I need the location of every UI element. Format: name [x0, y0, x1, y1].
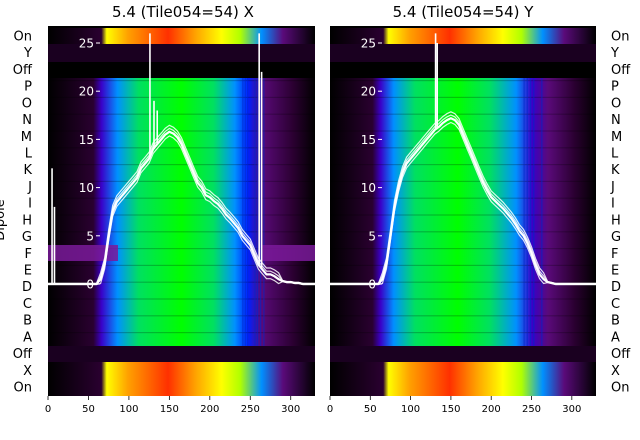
- dipole-label: O: [22, 96, 32, 111]
- dipole-label: B: [23, 314, 32, 329]
- y-tick-label: 25: [79, 37, 94, 51]
- x-tick-label: 200: [200, 404, 219, 415]
- x-tick-label: 100: [119, 404, 138, 415]
- dipole-label: F: [611, 247, 618, 262]
- dipole-band: [48, 78, 315, 346]
- dipole-band: [330, 78, 596, 346]
- dipole-label: I: [611, 197, 615, 212]
- dipole-label: E: [24, 264, 32, 279]
- on-row-top: [48, 28, 315, 44]
- dipole-label: F: [25, 247, 32, 262]
- dipole-label: Y: [23, 46, 32, 61]
- dipole-label: C: [23, 297, 32, 312]
- y-tick-label: 15: [361, 133, 376, 147]
- dipole-label: I: [28, 197, 32, 212]
- on-row-top: [330, 28, 596, 44]
- x-tick-label: 250: [241, 404, 260, 415]
- dipole-label: On: [611, 30, 629, 45]
- dipole-label: G: [611, 230, 621, 245]
- dipole-label: On: [611, 381, 629, 396]
- y-tick-label: 15: [79, 133, 94, 147]
- y-tick-label: 0: [368, 278, 376, 292]
- dipole-label: On: [14, 30, 32, 45]
- dipole-label: X: [611, 364, 620, 379]
- panel-x: 5.4 (Tile054=54) X 0 5 10 15 20 25 0 50 100 150 2…: [45, 3, 315, 415]
- y-tick-label: 20: [79, 85, 94, 99]
- series-line-overlap: [330, 121, 596, 286]
- x-tick-label: 300: [562, 404, 581, 415]
- dipole-label: J: [27, 180, 32, 195]
- x-tick-label: 200: [482, 404, 501, 415]
- x-tick-label: 0: [45, 404, 51, 415]
- dipole-label: Y: [610, 46, 619, 61]
- y-tick-label: 25: [361, 37, 376, 51]
- chart-title-x: 5.4 (Tile054=54) X: [112, 3, 254, 21]
- dipole-label: A: [611, 330, 620, 345]
- dipole-label: P: [611, 80, 619, 95]
- y-tick-label: 5: [368, 229, 376, 243]
- dipole-label: L: [25, 147, 33, 162]
- x-tick-label: 0: [327, 404, 333, 415]
- waterfall-image-x: [48, 26, 315, 396]
- dipole-label: H: [611, 213, 621, 228]
- inner-y-ticks-y: 0 5 10 15 20 25: [361, 37, 382, 292]
- dipole-label: D: [611, 280, 621, 295]
- dipole-label: D: [22, 280, 32, 295]
- series-line-overlap: [330, 114, 596, 285]
- x-tick-label: 300: [281, 404, 300, 415]
- on-row-bottom: [48, 362, 315, 396]
- x-tick-label: 50: [364, 404, 377, 415]
- dipole-label: Off: [13, 63, 33, 78]
- dipole-label: M: [611, 130, 622, 145]
- y-axis-label: Dipole: [0, 199, 8, 240]
- waterfall-image-y: [330, 26, 596, 396]
- chart-title-y: 5.4 (Tile054=54) Y: [393, 3, 535, 21]
- dipole-label: H: [22, 213, 32, 228]
- dipole-label: J: [610, 180, 615, 195]
- trace-group-y: [330, 33, 596, 286]
- dipole-label: N: [22, 113, 32, 128]
- dipole-label: G: [22, 230, 32, 245]
- dipole-label: L: [611, 147, 619, 162]
- y-tick-label: 10: [79, 181, 94, 195]
- dipole-label: O: [611, 96, 621, 111]
- inner-y-ticks-x: 0 5 10 15 20 25: [79, 37, 100, 292]
- on-row-bottom: [330, 362, 596, 396]
- dipole-label: Off: [611, 63, 631, 78]
- series-line-overlap: [48, 135, 315, 286]
- y-tick-label: 5: [86, 229, 94, 243]
- x-tick-label: 150: [441, 404, 460, 415]
- dipole-label: M: [21, 130, 32, 145]
- x-tick-label: 50: [82, 404, 95, 415]
- trace-group-x: [48, 33, 315, 286]
- dipole-label: On: [14, 381, 32, 396]
- x-axis-y: 0 50 100 150 200 250 300: [327, 396, 581, 415]
- dipole-label: B: [611, 314, 620, 329]
- dipole-label: P: [24, 80, 32, 95]
- y-tick-label: 20: [361, 85, 376, 99]
- dipole-label: E: [611, 264, 619, 279]
- panel-y: 5.4 (Tile054=54) Y 0 5 10 15 20 25 0 50 100 150 2…: [327, 3, 596, 415]
- x-tick-label: 150: [160, 404, 179, 415]
- dipole-label: K: [23, 163, 32, 178]
- y-tick-label: 0: [86, 278, 94, 292]
- dipole-label: Off: [611, 347, 631, 362]
- x-tick-label: 100: [401, 404, 420, 415]
- x-tick-label: 250: [522, 404, 541, 415]
- dipole-label: X: [23, 364, 32, 379]
- series-line-overlap: [48, 127, 315, 285]
- y-tick-label: 10: [361, 181, 376, 195]
- x-axis-x: 0 50 100 150 200 250 300: [45, 396, 300, 415]
- dipole-label: C: [611, 297, 620, 312]
- dipole-label: N: [611, 113, 621, 128]
- dipole-label: K: [611, 163, 620, 178]
- dipole-label: Off: [13, 347, 33, 362]
- dipole-label: A: [23, 330, 32, 345]
